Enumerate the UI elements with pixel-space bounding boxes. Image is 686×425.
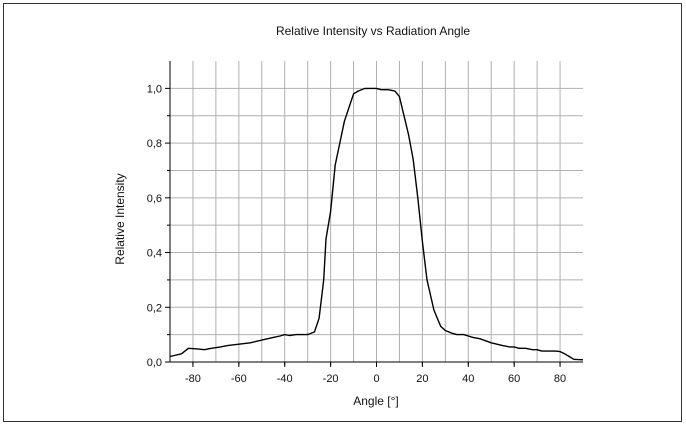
x-tick-label: -40 (277, 373, 293, 385)
x-tick-label: -80 (185, 373, 201, 385)
x-tick-label: -20 (323, 373, 339, 385)
x-tick-label: 0 (373, 373, 379, 385)
intensity-curve (169, 87, 584, 361)
x-tick-label: 40 (462, 373, 474, 385)
x-tick-label: 80 (554, 373, 566, 385)
chart-title: Relative Intensity vs Radiation Angle (276, 24, 470, 38)
grid (170, 61, 583, 362)
x-tick-label: -60 (231, 373, 247, 385)
y-axis-label: Relative Intensity (113, 173, 127, 264)
x-tick-label: 20 (416, 373, 428, 385)
y-tick-label: 0,6 (147, 193, 162, 205)
y-tick-label: 1,0 (147, 83, 162, 95)
x-axis-label: Angle [°] (353, 394, 399, 408)
x-tick-label: 60 (508, 373, 520, 385)
chart-frame (3, 3, 682, 422)
y-tick-label: 0,0 (147, 357, 162, 369)
y-tick-label: 0,4 (147, 248, 162, 260)
y-tick-label: 0,2 (147, 302, 162, 314)
axes: -80 -60 -40 -20 0 20 40 60 80 0,0 0,2 0,4 0,6 0,8 1,0 (147, 61, 583, 385)
y-tick-label: 0,8 (147, 138, 162, 150)
series-group (169, 87, 584, 361)
